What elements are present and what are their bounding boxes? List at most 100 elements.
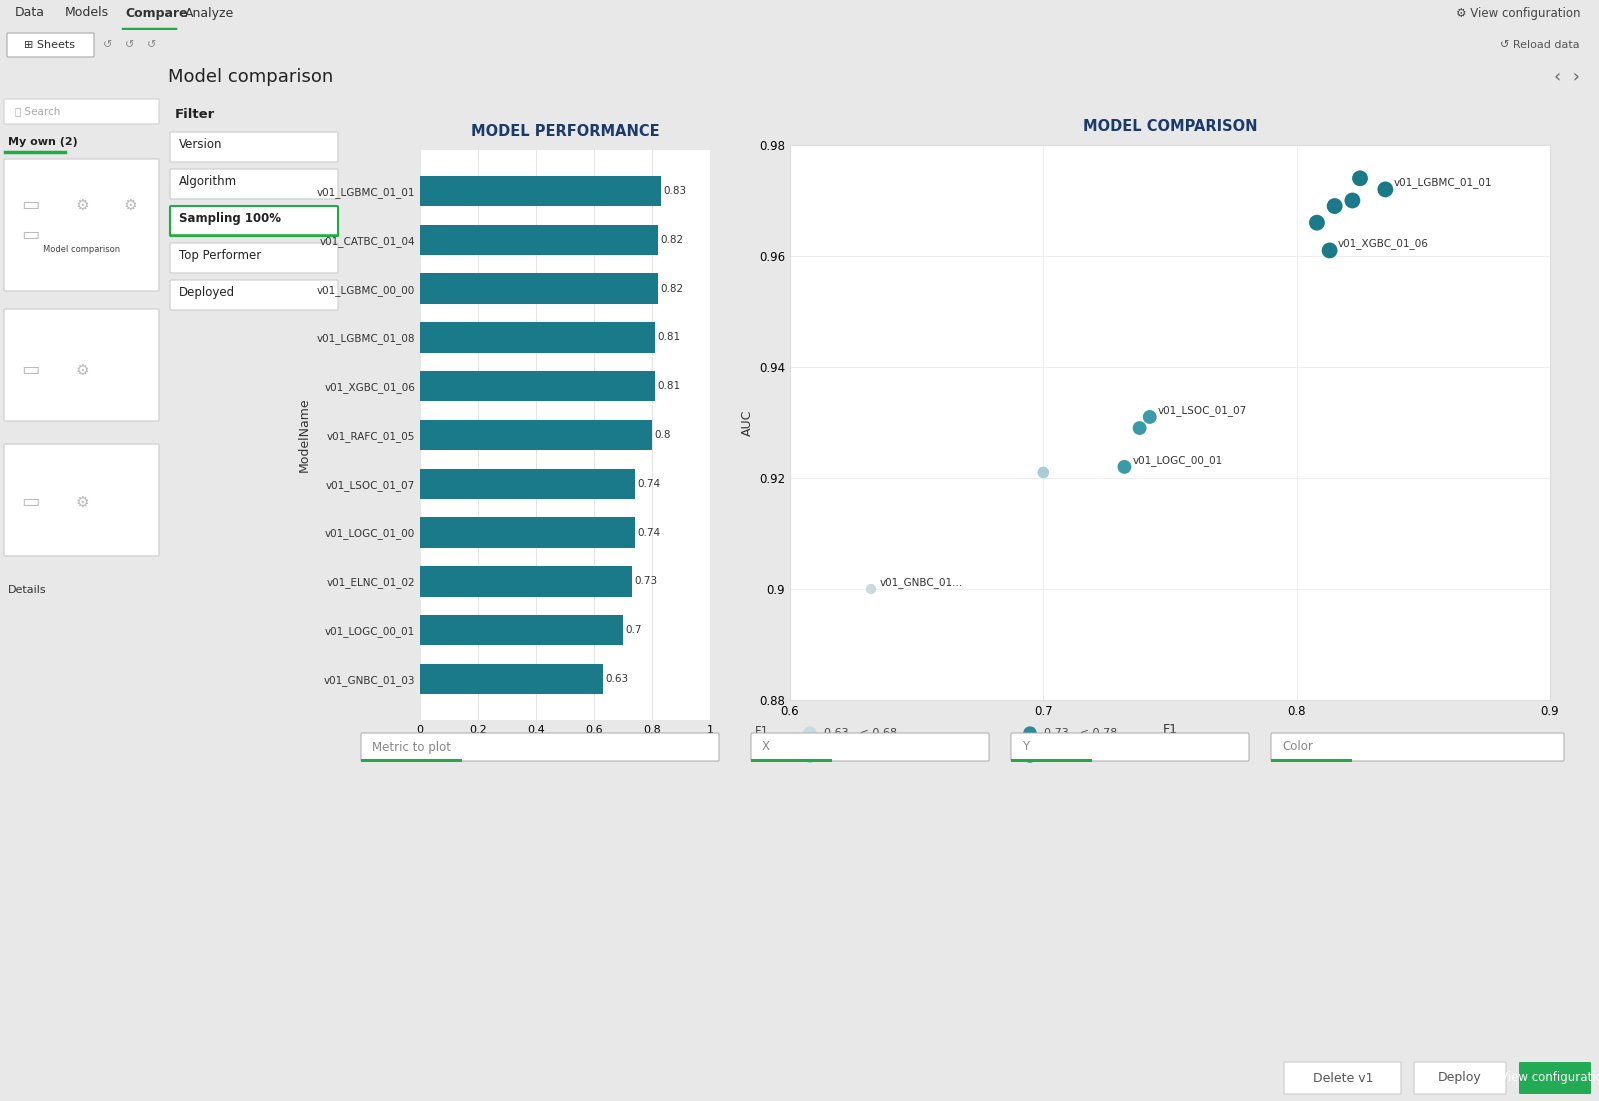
- Text: 0.7: 0.7: [625, 625, 641, 635]
- Text: Version: Version: [179, 139, 222, 152]
- Text: View configuration: View configuration: [1500, 1071, 1599, 1084]
- Text: ‹  ›: ‹ ›: [1554, 68, 1580, 86]
- FancyBboxPatch shape: [169, 206, 337, 236]
- Point: [1340, 192, 1366, 209]
- Text: Algorithm: Algorithm: [179, 175, 237, 188]
- Bar: [421, 273, 657, 304]
- Text: v01_XGBC_01_06: v01_XGBC_01_06: [1338, 238, 1430, 249]
- FancyBboxPatch shape: [169, 243, 337, 273]
- Text: 0.73 - < 0.78: 0.73 - < 0.78: [1044, 728, 1118, 738]
- Title: MODEL PERFORMANCE: MODEL PERFORMANCE: [470, 124, 659, 139]
- Bar: [421, 664, 603, 694]
- Text: Delete v1: Delete v1: [1313, 1071, 1374, 1084]
- Title: MODEL COMPARISON: MODEL COMPARISON: [1083, 119, 1257, 134]
- Text: Y: Y: [1022, 741, 1030, 753]
- Text: Models: Models: [66, 7, 109, 20]
- Text: Top Performer: Top Performer: [179, 250, 261, 262]
- Point: [1318, 241, 1343, 259]
- Bar: [421, 566, 632, 597]
- Text: ↺: ↺: [125, 40, 134, 50]
- Text: Data: Data: [14, 7, 45, 20]
- FancyBboxPatch shape: [169, 280, 337, 310]
- Text: 0.8: 0.8: [654, 430, 672, 440]
- Text: v01_LOGC_00_01: v01_LOGC_00_01: [1132, 455, 1223, 466]
- Text: 0.81: 0.81: [657, 333, 680, 342]
- FancyBboxPatch shape: [1414, 1062, 1506, 1094]
- Text: Color: Color: [1282, 741, 1313, 753]
- Bar: [421, 517, 635, 547]
- Text: ▭: ▭: [21, 360, 40, 380]
- Text: ▭: ▭: [21, 226, 40, 244]
- Bar: [421, 371, 656, 402]
- FancyBboxPatch shape: [1519, 1062, 1591, 1094]
- Point: [859, 580, 884, 598]
- Text: Filter: Filter: [174, 109, 216, 121]
- Text: v01_LGBMC_01_01: v01_LGBMC_01_01: [1394, 177, 1492, 188]
- Text: 🔍 Search: 🔍 Search: [14, 106, 61, 116]
- Text: 0.74: 0.74: [636, 479, 660, 489]
- Text: 0.68 - < 0.73: 0.68 - < 0.73: [823, 751, 897, 761]
- Text: ⚙: ⚙: [75, 362, 90, 378]
- Text: 0.83: 0.83: [664, 186, 686, 196]
- Text: F1: F1: [755, 724, 769, 738]
- Text: Sampling 100%: Sampling 100%: [179, 212, 281, 226]
- Point: [1348, 170, 1374, 187]
- Text: ⚙: ⚙: [75, 197, 90, 212]
- FancyBboxPatch shape: [5, 159, 158, 291]
- FancyBboxPatch shape: [752, 733, 990, 761]
- Text: ⚙️ View configuration: ⚙️ View configuration: [1455, 7, 1580, 20]
- Text: v01_GNBC_01...: v01_GNBC_01...: [879, 577, 963, 588]
- FancyBboxPatch shape: [1284, 1062, 1401, 1094]
- Y-axis label: AUC: AUC: [740, 410, 753, 436]
- Text: Model comparison: Model comparison: [168, 68, 333, 86]
- Point: [1111, 458, 1137, 476]
- Point: [1305, 214, 1330, 231]
- Text: X: X: [763, 741, 771, 753]
- Text: 0.82: 0.82: [660, 235, 683, 244]
- Text: 0.73: 0.73: [635, 577, 657, 587]
- Point: [1372, 181, 1398, 198]
- Text: 0.63 - < 0.68: 0.63 - < 0.68: [823, 728, 897, 738]
- Point: [1127, 419, 1153, 437]
- FancyBboxPatch shape: [1271, 733, 1564, 761]
- FancyBboxPatch shape: [5, 99, 158, 124]
- Bar: [421, 225, 657, 255]
- FancyBboxPatch shape: [5, 444, 158, 556]
- Point: [1137, 408, 1162, 426]
- X-axis label: F1: F1: [1162, 723, 1177, 737]
- Text: 0.82: 0.82: [660, 284, 683, 294]
- Text: Metric to plot: Metric to plot: [373, 741, 451, 753]
- Point: [1322, 197, 1348, 215]
- Text: 0.74: 0.74: [636, 527, 660, 537]
- Text: ⚙: ⚙: [123, 197, 138, 212]
- X-axis label: F1: F1: [558, 740, 572, 753]
- FancyBboxPatch shape: [1011, 733, 1249, 761]
- Text: ⊞ Sheets: ⊞ Sheets: [24, 40, 75, 50]
- Text: ⚙: ⚙: [75, 494, 90, 510]
- Circle shape: [804, 727, 815, 739]
- Text: 0.78 - < 0.83: 0.78 - < 0.83: [1044, 751, 1118, 761]
- Text: My own (2): My own (2): [8, 137, 78, 148]
- FancyBboxPatch shape: [5, 309, 158, 421]
- Text: Details: Details: [8, 585, 46, 595]
- Text: ▭: ▭: [21, 196, 40, 215]
- Text: ▭: ▭: [21, 492, 40, 512]
- Text: Compare: Compare: [125, 7, 187, 20]
- Circle shape: [804, 750, 815, 762]
- Text: ↺ Reload data: ↺ Reload data: [1500, 40, 1580, 50]
- Y-axis label: ModelName: ModelName: [297, 397, 312, 472]
- Circle shape: [1023, 750, 1036, 762]
- Bar: [421, 469, 635, 499]
- FancyBboxPatch shape: [169, 168, 337, 199]
- Text: ↺: ↺: [147, 40, 157, 50]
- Text: Deploy: Deploy: [1438, 1071, 1482, 1084]
- Text: 0.81: 0.81: [657, 381, 680, 391]
- Text: Analyze: Analyze: [185, 7, 233, 20]
- FancyBboxPatch shape: [361, 733, 720, 761]
- Text: Model comparison: Model comparison: [43, 246, 120, 254]
- Text: Deployed: Deployed: [179, 286, 235, 299]
- FancyBboxPatch shape: [6, 33, 94, 57]
- Text: v01_LSOC_01_07: v01_LSOC_01_07: [1158, 405, 1247, 416]
- Text: 0.63: 0.63: [604, 674, 628, 684]
- Circle shape: [1023, 727, 1036, 739]
